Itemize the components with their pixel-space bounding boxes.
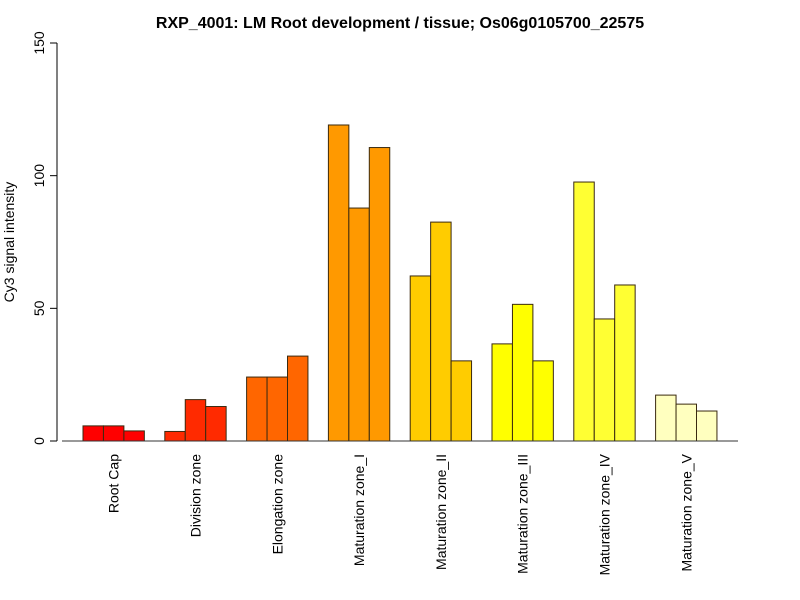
bar: [409, 275, 432, 442]
x-category-label: Division zone: [188, 454, 204, 537]
x-category-label: Maturation zone_III: [515, 454, 531, 574]
y-tick-label: 150: [31, 31, 47, 55]
bar: [430, 221, 452, 442]
y-axis: 0 50 100 150: [31, 31, 58, 445]
bar: [696, 410, 718, 442]
x-category-label: Maturation zone_I: [351, 454, 367, 566]
bar: [327, 124, 350, 442]
bar: [573, 181, 595, 442]
bar: [614, 284, 636, 442]
bar: [655, 394, 677, 442]
x-category-label: Maturation zone_V: [678, 453, 694, 571]
bar: [593, 318, 616, 442]
category-labels: Root Cap Division zone Elongation zone Matu…: [106, 453, 695, 575]
bar: [368, 147, 391, 442]
y-tick-label: 50: [31, 300, 47, 316]
bar: [246, 376, 268, 442]
bar: [102, 425, 125, 442]
bar: [675, 403, 697, 442]
x-category-label: Maturation zone_IV: [597, 453, 613, 575]
bar: [164, 430, 186, 442]
y-tick-label: 0: [31, 437, 47, 445]
x-category-label: Root Cap: [106, 454, 122, 513]
bar: [491, 343, 513, 442]
y-tick-label: 100: [31, 164, 47, 188]
bar: [287, 355, 309, 442]
bar: [450, 360, 473, 442]
bar: [348, 207, 370, 442]
x-category-label: Maturation zone_II: [433, 454, 449, 570]
y-axis-label: Cy3 signal intensity: [1, 182, 17, 303]
bars: [82, 124, 718, 442]
bar: [123, 430, 145, 442]
bar: [266, 376, 288, 442]
x-category-label: Elongation zone: [269, 454, 285, 555]
chart-title: RXP_4001: LM Root development / tissue; …: [156, 15, 644, 32]
bar: [532, 360, 554, 442]
bar: [205, 406, 227, 442]
bar: [184, 399, 207, 442]
bar: [82, 425, 104, 442]
bar: [511, 303, 534, 442]
